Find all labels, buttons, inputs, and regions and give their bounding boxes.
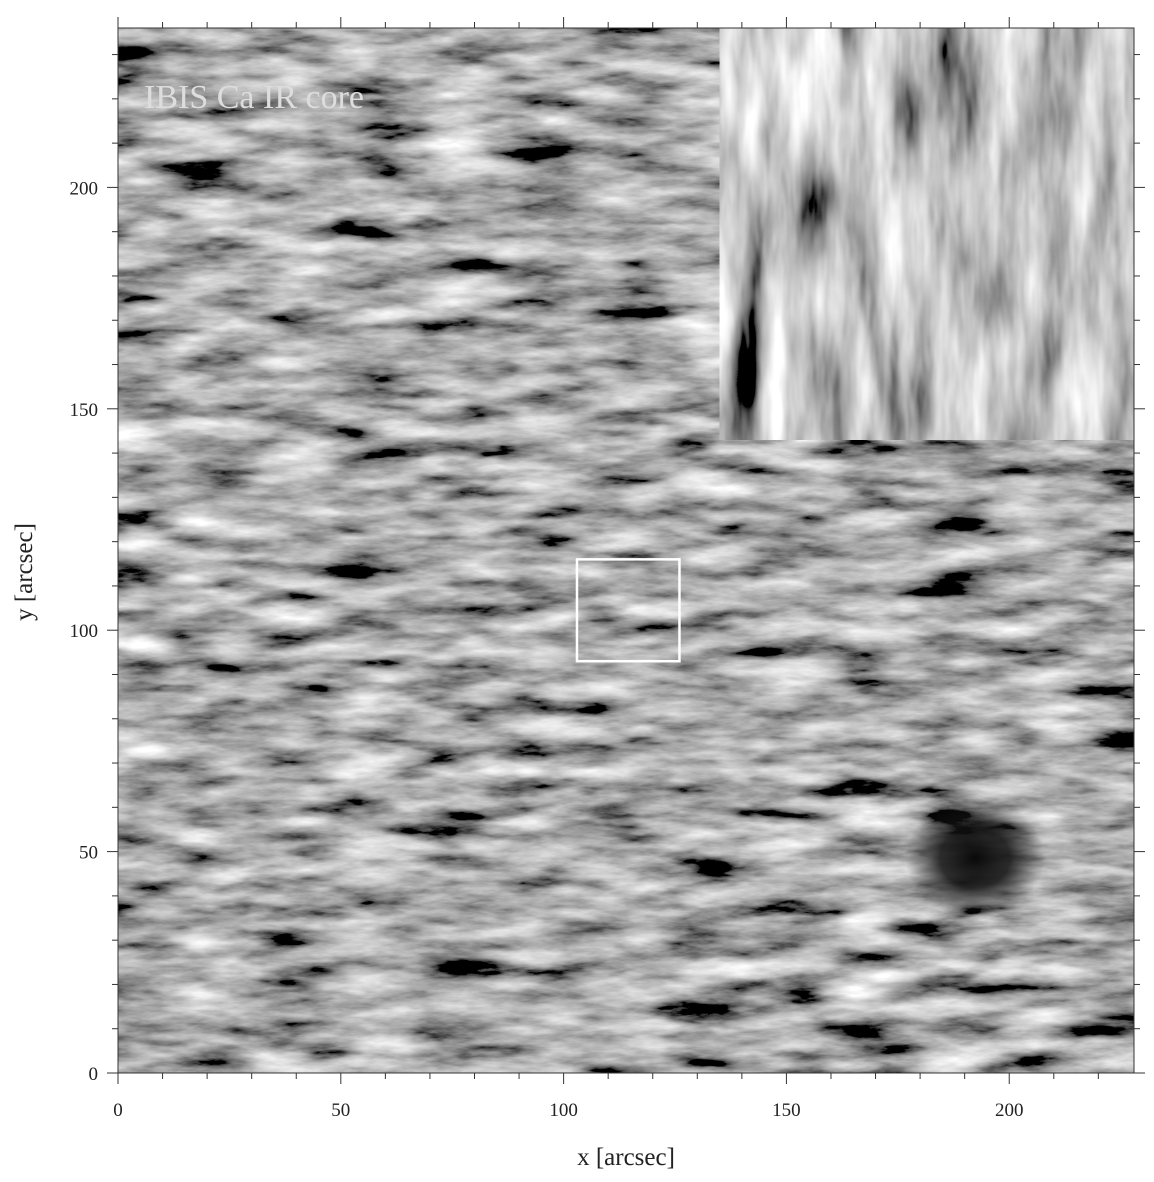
x-tick-label: 50	[331, 1100, 350, 1121]
x-tick-label: 200	[995, 1100, 1024, 1121]
y-tick-label: 150	[70, 400, 99, 421]
x-tick-label: 0	[113, 1100, 123, 1121]
y-tick-label: 200	[70, 178, 99, 199]
x-axis-label: x [arcsec]	[577, 1144, 675, 1171]
sunspot	[905, 798, 1045, 918]
y-tick-label: 100	[70, 621, 99, 642]
plot-frame	[117, 27, 1135, 1074]
y-tick-label: 50	[79, 843, 98, 864]
zoom-box	[575, 558, 681, 663]
y-tick-label: 0	[89, 1064, 99, 1085]
annotation: IBIS Ca IR core	[144, 79, 364, 116]
x-tick-label: 100	[549, 1100, 578, 1121]
y-axis-label: y [arcsec]	[11, 523, 38, 621]
inset-image	[718, 26, 1136, 442]
plot-area: IBIS Ca IR core	[117, 26, 1136, 1074]
x-tick-label: 150	[772, 1100, 801, 1121]
